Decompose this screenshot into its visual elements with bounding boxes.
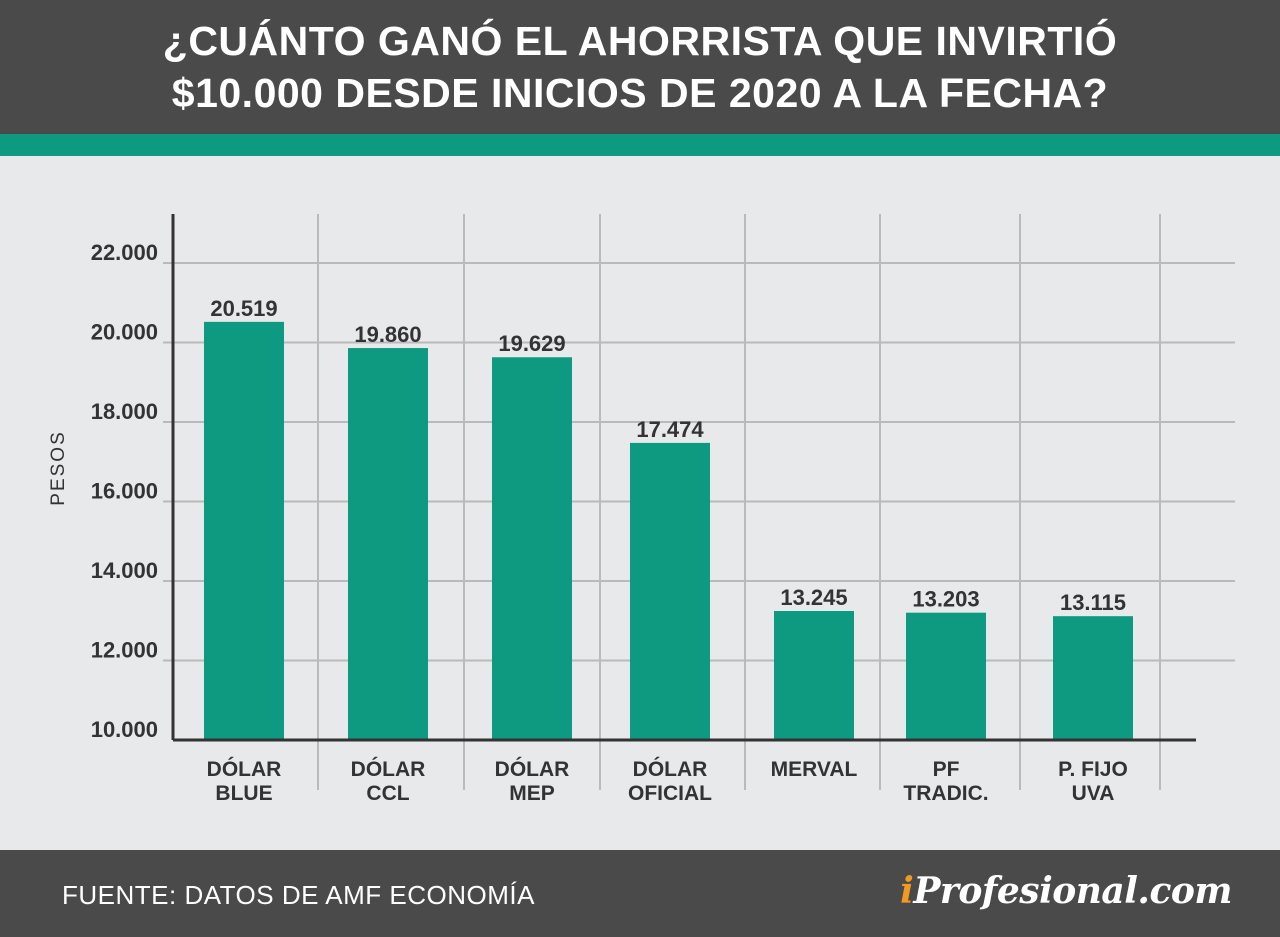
brand-logo: iProfesional.com xyxy=(900,870,1232,912)
bar-value-label: 19.629 xyxy=(498,331,565,356)
bar-value-label: 13.115 xyxy=(1060,590,1126,615)
x-tick-label: BLUE xyxy=(215,782,272,805)
y-tick-label: 22.000 xyxy=(91,240,158,265)
y-tick-label: 10.000 xyxy=(91,717,158,742)
brand-logo-text: Profesional.com xyxy=(913,870,1232,912)
header-banner: ¿CUÁNTO GANÓ EL AHORRISTA QUE INVIRTIÓ $… xyxy=(0,0,1280,134)
brand-logo-i: i xyxy=(900,870,914,912)
bar-value-label: 13.245 xyxy=(780,585,847,610)
x-tick-label: MERVAL xyxy=(771,758,858,781)
y-tick-label: 18.000 xyxy=(91,399,158,424)
chart-area: 10.000 12.000 14.000 16.000 18.000 20.000 22.0… xyxy=(0,156,1280,850)
bar xyxy=(348,348,428,740)
source-note: FUENTE: DATOS DE AMF ECONOMÍA xyxy=(62,880,535,910)
chart-title-line-1: ¿CUÁNTO GANÓ EL AHORRISTA QUE INVIRTIÓ xyxy=(162,18,1118,64)
x-tick-label: DÓLAR xyxy=(207,757,282,781)
bar-chart: 10.000 12.000 14.000 16.000 18.000 20.000 22.0… xyxy=(48,214,1235,805)
x-tick-label: DÓLAR xyxy=(495,757,570,781)
x-tick-label: CCL xyxy=(366,782,409,805)
accent-band xyxy=(0,134,1280,156)
x-tick-label: P. FIJO xyxy=(1058,758,1128,781)
footer-banner: FUENTE: DATOS DE AMF ECONOMÍA iProfesion… xyxy=(0,850,1280,937)
bar-value-label: 13.203 xyxy=(912,587,979,612)
y-tick-label: 12.000 xyxy=(91,638,158,663)
bar xyxy=(774,611,854,740)
bar xyxy=(204,321,284,740)
x-tick-label: DÓLAR xyxy=(633,757,708,781)
bar-value-label: 19.860 xyxy=(354,322,421,347)
y-tick-label: 16.000 xyxy=(91,479,158,504)
bar-value-label: 17.474 xyxy=(636,417,704,442)
bar xyxy=(1053,616,1133,740)
bar xyxy=(492,357,572,740)
y-axis-label: PESOS xyxy=(48,430,69,505)
x-tick-label: DÓLAR xyxy=(351,757,426,781)
bar xyxy=(906,612,986,740)
x-tick-label: TRADIC. xyxy=(903,782,988,805)
x-tick-label: UVA xyxy=(1072,782,1115,805)
bar xyxy=(630,442,710,740)
y-tick-label: 14.000 xyxy=(91,558,158,583)
x-tick-label: PF xyxy=(933,758,960,781)
x-tick-label: OFICIAL xyxy=(628,782,712,805)
x-tick-label: MEP xyxy=(509,782,555,805)
bar-value-label: 20.519 xyxy=(210,296,277,321)
chart-title-line-2: $10.000 DESDE INICIOS DE 2020 A LA FECHA… xyxy=(171,70,1109,116)
y-tick-label: 20.000 xyxy=(91,320,158,345)
